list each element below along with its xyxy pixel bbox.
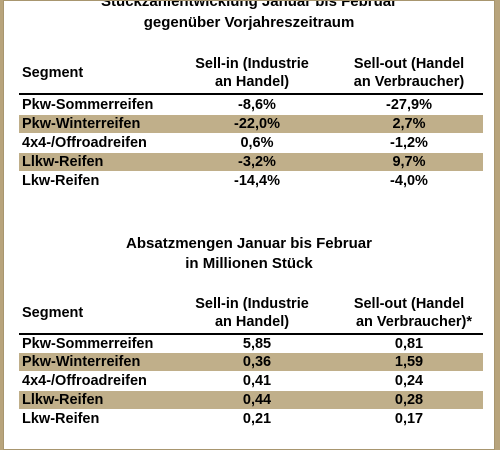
sellin-cell: 0,44 (242, 392, 272, 408)
table1-row: 4x4-/Offroadreifen 0,6% -1,2% (19, 134, 483, 152)
table1-header-rule (19, 93, 483, 95)
sellin-cell: -22,0% (234, 116, 280, 132)
segment-cell: Pkw-Sommerreifen (22, 336, 154, 352)
table2-row: Lkw-Reifen 0,21 0,17 (19, 410, 483, 428)
table2-title-line2: in Millionen Stück (185, 255, 313, 272)
sellin-cell: 5,85 (242, 336, 272, 352)
table1-row: Llkw-Reifen -3,2% 9,7% (19, 153, 483, 171)
table2-row: Pkw-Sommerreifen 5,85 0,81 (19, 335, 483, 353)
table1-title-line1: Stückzahlentwicklung Januar bis Februar (101, 0, 397, 10)
sellin-cell: -14,4% (234, 173, 280, 189)
table2-title-line1: Absatzmengen Januar bis Februar (126, 235, 372, 252)
table1-title-line2: gegenüber Vorjahreszeitraum (143, 14, 355, 31)
sellout-cell: 0,81 (394, 336, 424, 352)
sellout-cell: 0,24 (394, 373, 424, 389)
table1-header-segment: Segment (22, 65, 84, 81)
sellout-cell: 2,7% (392, 116, 426, 132)
sellout-cell: 1,59 (394, 354, 424, 370)
sellout-cell: -27,9% (386, 97, 432, 113)
table2-row: Pkw-Winterreifen 0,36 1,59 (19, 353, 483, 371)
table2-header-segment: Segment (22, 305, 84, 321)
sellin-cell: -3,2% (238, 154, 276, 170)
segment-cell: Lkw-Reifen (22, 411, 100, 427)
table2-row: Llkw-Reifen 0,44 0,28 (19, 391, 483, 409)
table2-header-sellin-line1: Sell-in (Industrie (195, 296, 309, 312)
sellin-cell: 0,36 (242, 354, 272, 370)
table1-header-sellout-line1: Sell-out (Handel (353, 56, 465, 72)
segment-cell: Pkw-Winterreifen (22, 354, 141, 370)
document-frame: Stückzahlentwicklung Januar bis Februar … (3, 0, 495, 450)
sellin-cell: 0,6% (240, 135, 274, 151)
table1-row: Pkw-Winterreifen -22,0% 2,7% (19, 115, 483, 133)
sellout-cell: -4,0% (390, 173, 428, 189)
table2-header-sellout-line1: Sell-out (Handel (353, 296, 465, 312)
table2-header-sellout-line2: an Verbraucher)* (355, 314, 473, 330)
table2-row: 4x4-/Offroadreifen 0,41 0,24 (19, 372, 483, 390)
segment-cell: Lkw-Reifen (22, 173, 100, 189)
table1-header-sellin-line2: an Handel) (214, 74, 290, 90)
sellout-cell: 0,17 (394, 411, 424, 427)
segment-cell: Llkw-Reifen (22, 392, 104, 408)
table1-row: Lkw-Reifen -14,4% -4,0% (19, 172, 483, 190)
sellout-cell: -1,2% (390, 135, 428, 151)
table2-header-sellin-line2: an Handel) (214, 314, 290, 330)
table1-header-sellin-line1: Sell-in (Industrie (195, 56, 309, 72)
sellin-cell: 0,41 (242, 373, 272, 389)
segment-cell: 4x4-/Offroadreifen (22, 135, 147, 151)
segment-cell: 4x4-/Offroadreifen (22, 373, 147, 389)
sellin-cell: -8,6% (238, 97, 276, 113)
segment-cell: Llkw-Reifen (22, 154, 104, 170)
table1-header-sellout-line2: an Verbraucher) (353, 74, 465, 90)
segment-cell: Pkw-Sommerreifen (22, 97, 154, 113)
sellout-cell: 0,28 (394, 392, 424, 408)
table2-header-rule (19, 333, 483, 335)
sellin-cell: 0,21 (242, 411, 272, 427)
table1-row: Pkw-Sommerreifen -8,6% -27,9% (19, 96, 483, 114)
sellout-cell: 9,7% (392, 154, 426, 170)
segment-cell: Pkw-Winterreifen (22, 116, 141, 132)
